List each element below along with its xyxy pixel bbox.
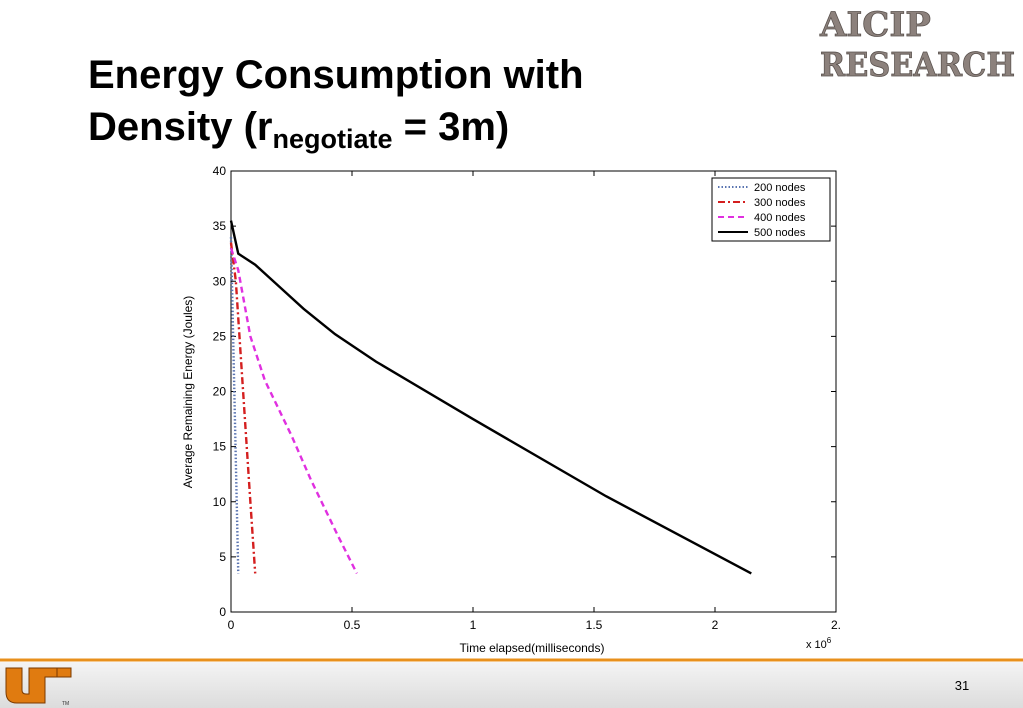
x-multiplier-exponent: 6 [827,636,832,645]
slide-title: Density (rnegotiate = 3m) [88,105,509,154]
logo: AICIP RESEARCH [819,5,1016,85]
chart: 0 0.5 1 1.5 2 2. 0 5 10 15 20 25 30 35 40 Time elapsed(… [181,164,841,655]
y-tick-label: 25 [213,329,227,343]
y-tick-label: 10 [213,495,227,509]
legend-label: 300 nodes [754,197,806,209]
title-line: Energy Consumption with [88,53,584,97]
logo-text: RESEARCH [820,45,1015,84]
x-multiplier: x 106 [806,636,832,651]
y-tick-label: 35 [213,219,227,233]
x-multiplier-base: x 10 [806,639,827,651]
legend-label: 400 nodes [754,212,806,224]
y-axis-label: Average Remaining Energy (Joules) [181,296,195,489]
x-tick-label: 2 [712,618,719,632]
slide-title: Energy Consumption with [88,53,584,97]
title-line: = 3m) [393,105,510,149]
x-tick-label: 0.5 [344,618,361,632]
y-tick-label: 20 [213,385,227,399]
y-tick-label: 0 [219,605,226,619]
legend-box [711,177,831,242]
page-number: 31 [955,678,969,693]
series-line [229,242,257,574]
y-tick-label: 5 [219,550,226,564]
x-tick-label: 1 [470,618,477,632]
x-axis-label: Time elapsed(milliseconds) [460,641,605,655]
y-tick-label: 40 [213,164,227,178]
ut-logo [5,667,72,704]
logo-text: AICIP [819,5,931,45]
x-tick-label: 1.5 [586,618,603,632]
legend-label: 200 nodes [754,182,806,194]
y-tick-label: 30 [213,274,227,288]
trademark: TM [62,701,69,707]
series-line [229,220,752,575]
legend-label: 500 nodes [754,227,806,239]
x-tick-label: 0 [228,618,235,632]
title-line: Density (r [88,105,273,149]
plot-area [230,170,837,613]
y-tick-label: 15 [213,440,227,454]
x-tick-label: 2. [831,618,841,632]
series-line [229,237,240,574]
footer-band [0,662,1023,708]
series-line [229,247,358,574]
title-subscript: negotiate [273,124,393,154]
